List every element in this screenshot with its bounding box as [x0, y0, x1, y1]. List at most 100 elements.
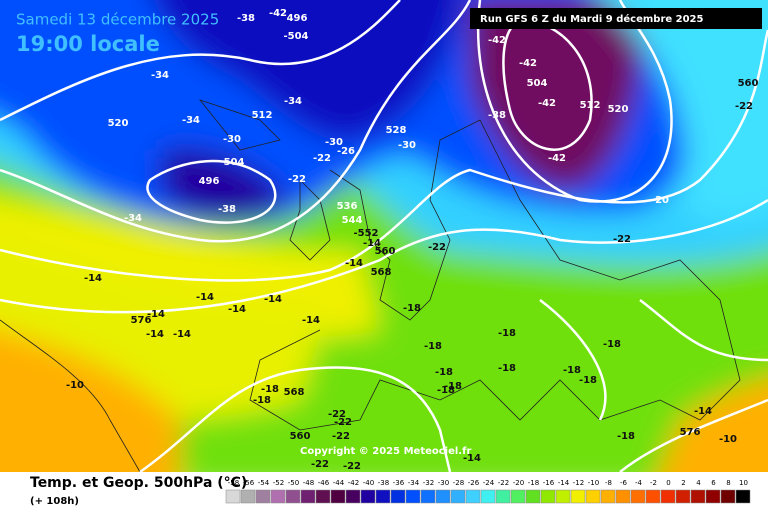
contour-label: -22	[613, 234, 631, 245]
contour-label: -18	[498, 328, 516, 339]
scale-label: -40	[363, 479, 374, 487]
scale-label: -16	[543, 479, 555, 487]
scale-swatch	[435, 489, 451, 504]
scale-label: -50	[288, 479, 299, 487]
contour-label: -34	[151, 70, 169, 81]
scale-swatch	[570, 489, 586, 504]
scale-label: -12	[573, 479, 584, 487]
scale-swatch	[375, 489, 391, 504]
scale-swatch	[300, 489, 316, 504]
contour-label: -14	[84, 273, 102, 284]
contour-label: -10	[66, 380, 84, 391]
scale-label: -4	[635, 479, 643, 487]
contour-label: 560	[375, 246, 396, 257]
contour-label: 576	[131, 315, 152, 326]
scale-swatch	[255, 489, 271, 504]
scale-label: -18	[528, 479, 539, 487]
contour-label: -14	[228, 304, 246, 315]
contour-label: -18	[617, 431, 635, 442]
contour-label: -30	[398, 140, 416, 151]
scale-label: -2	[650, 479, 657, 487]
contour-label: -42	[488, 35, 506, 46]
scale-swatch	[495, 489, 511, 504]
contour-label: -22	[313, 153, 331, 164]
scale-label: -20	[513, 479, 524, 487]
contour-label: -42	[519, 58, 537, 69]
contour-label: 504	[224, 157, 245, 168]
contour-label: 544	[342, 215, 363, 226]
scale-swatch	[480, 489, 496, 504]
contour-label: -18	[424, 341, 442, 352]
scale-label: -36	[393, 479, 405, 487]
contour-label: 512	[580, 100, 601, 111]
scale-label: -28	[453, 479, 464, 487]
contour-label: 496	[287, 13, 308, 24]
scale-label: -38	[378, 479, 389, 487]
scale-swatch	[315, 489, 331, 504]
scale-label: -10	[588, 479, 599, 487]
contour-label: -38	[237, 13, 255, 24]
contour-label: -504	[283, 31, 308, 42]
contour-label: -18	[579, 375, 597, 386]
contour-label: -18	[437, 385, 455, 396]
contour-label: -22	[334, 417, 352, 428]
contour-label: -30	[223, 134, 241, 145]
scale-swatch	[285, 489, 301, 504]
scale-swatch	[705, 489, 721, 504]
scale-swatch	[330, 489, 346, 504]
scale-swatch	[345, 489, 361, 504]
scale-swatch	[405, 489, 421, 504]
scale-label: 4	[696, 479, 701, 487]
footer-title: Temp. et Geop. 500hPa (°C)	[30, 475, 247, 491]
contour-label: 520	[608, 104, 629, 115]
scale-label: -26	[468, 479, 480, 487]
contour-label: -14	[363, 238, 381, 249]
contour-label: 520	[108, 118, 129, 129]
contour-label: -34	[182, 115, 200, 126]
scale-swatch	[690, 489, 706, 504]
contour-label: -42	[538, 98, 556, 109]
contour-label: -14	[196, 292, 214, 303]
scale-swatch	[240, 489, 256, 504]
contour-label: 512	[252, 110, 273, 121]
contour-label: -22	[343, 461, 361, 472]
scale-swatch	[630, 489, 646, 504]
contour-label: 560	[290, 431, 311, 442]
scale-swatch	[600, 489, 616, 504]
contour-label: -18	[603, 339, 621, 350]
contour-label: -42	[548, 153, 566, 164]
contour-label: -10	[719, 434, 737, 445]
contour-label: -30	[325, 137, 343, 148]
run-info: Run GFS 6 Z du Mardi 9 décembre 2025	[480, 13, 704, 25]
valid-time: 19:00 locale	[16, 32, 160, 56]
contour-label: -18	[403, 303, 421, 314]
contour-label: 536	[337, 201, 358, 212]
contour-label: -26	[337, 146, 355, 157]
scale-label: 2	[681, 479, 685, 487]
contour-label: -14	[345, 258, 363, 269]
contour-label: -22	[311, 459, 329, 470]
forecast-lead: (+ 108h)	[30, 496, 79, 507]
scale-label: -8	[605, 479, 612, 487]
contour-label: -14	[147, 309, 165, 320]
scale-swatch	[675, 489, 691, 504]
scale-label: 0	[666, 479, 670, 487]
contour-label: 568	[284, 387, 305, 398]
scale-swatch	[585, 489, 601, 504]
scale-label: -14	[558, 479, 570, 487]
contour-label: -18	[261, 384, 279, 395]
scale-swatch	[645, 489, 661, 504]
scale-label: -44	[333, 479, 345, 487]
scale-swatch	[450, 489, 466, 504]
contour-label: -18	[435, 367, 453, 378]
contour-label: -20	[651, 195, 669, 206]
contour-label: -14	[264, 294, 282, 305]
scale-label: -6	[620, 479, 628, 487]
contour-label: -14	[146, 329, 164, 340]
scale-label: -24	[483, 479, 495, 487]
scale-label: -46	[318, 479, 330, 487]
scale-label: 6	[711, 479, 716, 487]
contour-label: -22	[288, 174, 306, 185]
